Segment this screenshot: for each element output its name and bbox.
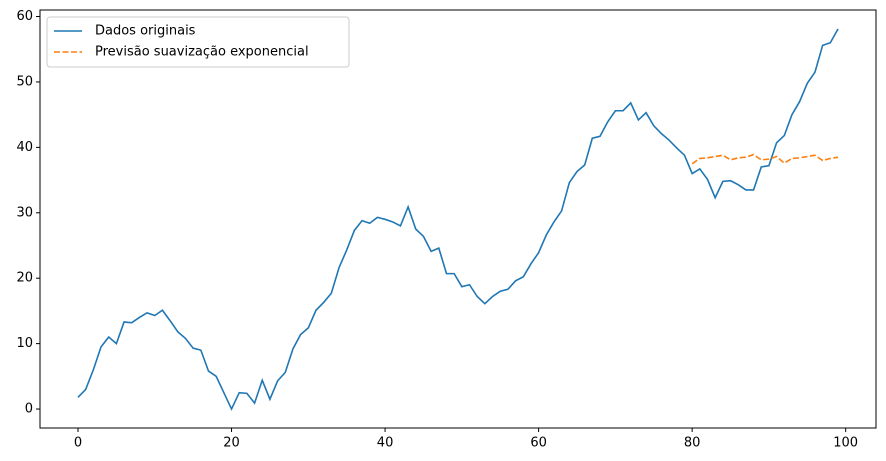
x-tick-label: 20	[223, 436, 240, 451]
y-tick-label: 30	[16, 205, 33, 220]
legend-label: Previsão suavização exponencial	[95, 45, 309, 60]
y-tick-label: 50	[16, 74, 33, 89]
series-line	[77, 28, 839, 411]
x-tick-label: 100	[833, 436, 858, 451]
plot-frame	[39, 9, 877, 429]
y-tick-label: 40	[16, 140, 33, 155]
y-tick-label: 60	[16, 9, 33, 24]
series-line	[691, 153, 839, 165]
x-tick-label: 40	[377, 436, 394, 451]
y-tick-label: 10	[16, 336, 33, 351]
x-tick-label: 80	[684, 436, 701, 451]
y-tick-label: 20	[16, 271, 33, 286]
y-tick-label: 0	[25, 402, 33, 417]
x-tick-label: 0	[74, 436, 82, 451]
legend-label: Dados originais	[95, 24, 196, 39]
legend-box	[46, 16, 350, 68]
x-tick-label: 60	[530, 436, 547, 451]
